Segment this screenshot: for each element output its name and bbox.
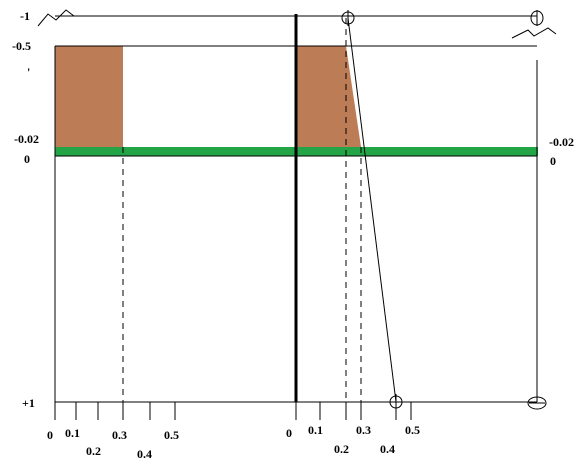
right-axis-label-zero: 0 <box>550 154 556 168</box>
left-axis-label-minus-0-02: -0.02 <box>14 132 39 146</box>
right-tick-0: 0 <box>286 426 292 440</box>
left-tick-0-1: 0.1 <box>65 426 80 440</box>
left-tick-0-3: 0.3 <box>112 428 127 442</box>
left-axis-label-plus-1: +1 <box>22 396 35 410</box>
left-break-mark <box>37 9 75 27</box>
right-tick-0-1: 0.1 <box>308 423 323 437</box>
right-brown-block <box>296 46 361 147</box>
left-axis-label-minus-1: -1 <box>20 9 30 23</box>
left-tick-0-5: 0.5 <box>164 428 179 442</box>
left-axis-label-zero: 0 <box>24 152 30 166</box>
left-tick-0: 0 <box>47 428 53 442</box>
bottom-right-joint-circle <box>527 396 547 410</box>
right-break-mark <box>511 27 557 39</box>
left-axis-label-minus-0-5: -0.5 <box>12 39 31 53</box>
right-tick-0-4: 0.4 <box>380 442 395 456</box>
right-tick-0-3: 0.3 <box>356 423 371 437</box>
outer-frame <box>54 15 538 403</box>
left-brown-block <box>55 46 123 147</box>
sloped-rod-line <box>347 17 397 403</box>
right-axis-label-minus-0-02: -0.02 <box>549 135 574 149</box>
left-tick-0-4: 0.4 <box>137 447 152 461</box>
left-tick-0-2: 0.2 <box>86 444 101 458</box>
right-tick-0-2: 0.2 <box>334 442 349 456</box>
right-tick-0-5: 0.5 <box>405 423 420 437</box>
left-axis-stray-tick: ' <box>27 65 30 79</box>
